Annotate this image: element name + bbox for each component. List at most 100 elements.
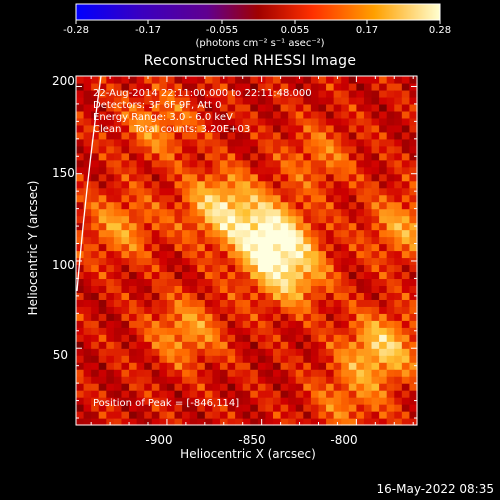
heatmap-cell [182, 292, 191, 300]
heatmap-cell [257, 145, 267, 154]
heatmap-cell [280, 334, 289, 342]
heatmap-cell [310, 124, 320, 133]
heatmap-cell [280, 320, 289, 328]
heatmap-cell [98, 264, 107, 273]
heatmap-cell [121, 278, 130, 286]
heatmap-cell [265, 334, 274, 342]
heatmap-cell [174, 404, 183, 412]
heatmap-cell [212, 96, 221, 105]
heatmap-cell [326, 313, 335, 321]
heatmap-cell [333, 418, 342, 426]
heatmap-cell [318, 222, 327, 231]
heatmap-cell [129, 320, 138, 328]
heatmap-cell [318, 180, 327, 189]
heatmap-cell [386, 285, 395, 293]
heatmap-cell [288, 236, 297, 245]
heatmap-cell [250, 82, 259, 91]
heatmap-cell [386, 159, 395, 168]
heatmap-cell [174, 138, 183, 147]
heatmap-cell [318, 145, 327, 154]
heatmap-cell [356, 215, 365, 224]
heatmap-cell [219, 397, 229, 405]
heatmap-cell [265, 250, 274, 259]
heatmap-cell [182, 320, 191, 328]
heatmap-cell [288, 397, 297, 405]
heatmap-cell [409, 166, 418, 175]
heatmap-cell [394, 82, 403, 91]
heatmap-cell [318, 96, 327, 105]
heatmap-cell [212, 257, 221, 266]
heatmap-cell [409, 76, 418, 84]
heatmap-cell [159, 334, 168, 342]
heatmap-cell [159, 348, 168, 356]
heatmap-cell [227, 89, 236, 98]
heatmap-cell [212, 334, 221, 342]
heatmap-cell [121, 313, 130, 321]
heatmap-cell [159, 341, 168, 349]
heatmap-cell [219, 341, 229, 349]
heatmap-cell [401, 257, 411, 266]
heatmap-cell [182, 138, 191, 147]
heatmap-cell [197, 334, 206, 342]
heatmap-cell [166, 369, 176, 377]
heatmap-cell [394, 341, 403, 349]
heatmap-cell [227, 243, 236, 252]
heatmap-cell [326, 243, 335, 252]
heatmap-cell [326, 229, 335, 238]
heatmap-cell [76, 390, 85, 398]
heatmap-cell [144, 418, 153, 426]
heatmap-cell [136, 82, 145, 91]
heatmap-cell [371, 117, 380, 126]
heatmap-cell [174, 89, 183, 98]
heatmap-cell [121, 404, 130, 412]
heatmap-cell [129, 82, 138, 91]
heatmap-cell [98, 390, 107, 398]
heatmap-cell [219, 131, 229, 140]
heatmap-cell [204, 76, 213, 84]
heatmap-cell [288, 159, 297, 168]
heatmap-cell [379, 404, 388, 412]
heatmap-cell [189, 103, 198, 112]
heatmap-cell [326, 285, 335, 293]
heatmap-cell [189, 341, 198, 349]
heatmap-cell [227, 348, 236, 356]
heatmap-cell [166, 124, 176, 133]
heatmap-cell [348, 257, 357, 266]
heatmap-cell [174, 250, 183, 259]
heatmap-cell [212, 187, 221, 196]
heatmap-cell [219, 194, 229, 203]
heatmap-cell [371, 334, 380, 342]
heatmap-cell [197, 411, 206, 419]
heatmap-cell [356, 229, 365, 238]
heatmap-cell [273, 96, 282, 105]
heatmap-cell [379, 376, 388, 384]
heatmap-cell [197, 76, 206, 84]
heatmap-cell [113, 334, 123, 342]
heatmap-cell [197, 376, 206, 384]
heatmap-cell [159, 292, 168, 300]
heatmap-cell [113, 138, 123, 147]
heatmap-cell [151, 96, 160, 105]
heatmap-cell [348, 397, 357, 405]
heatmap-cell [197, 166, 206, 175]
heatmap-cell [197, 341, 206, 349]
heatmap-cell [363, 341, 373, 349]
heatmap-cell [257, 334, 267, 342]
heatmap-cell [310, 215, 320, 224]
heatmap-cell [333, 89, 342, 98]
heatmap-cell [98, 215, 107, 224]
heatmap-cell [363, 383, 373, 391]
heatmap-cell [98, 117, 107, 126]
heatmap-cell [363, 215, 373, 224]
heatmap-cell [166, 313, 176, 321]
heatmap-cell [174, 418, 183, 426]
heatmap-cell [182, 110, 191, 119]
heatmap-cell [83, 222, 92, 231]
heatmap-cell [121, 96, 130, 105]
heatmap-cell [129, 152, 138, 161]
heatmap-cell [295, 131, 304, 140]
heatmap-cell [121, 397, 130, 405]
heatmap-cell [182, 82, 191, 91]
heatmap-cell [204, 411, 213, 419]
heatmap-cell [310, 173, 320, 182]
